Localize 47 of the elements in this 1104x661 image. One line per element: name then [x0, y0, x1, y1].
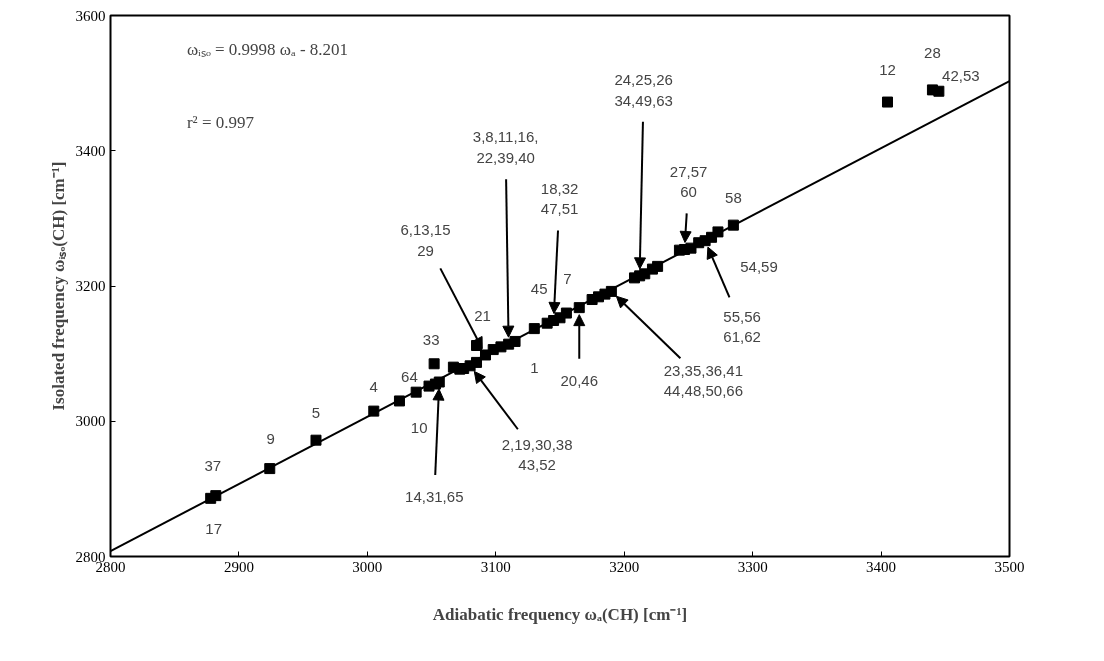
- annotation: 12: [879, 61, 896, 79]
- annotation: 21: [474, 306, 491, 324]
- x-tick-label: 3400: [866, 558, 897, 575]
- point: [881, 96, 893, 108]
- annotation: 2,19,30,38 43,52: [501, 436, 573, 474]
- annotation: 27,57 60: [669, 162, 708, 201]
- annotation: 5: [311, 404, 321, 422]
- x-tick-label: 3000: [352, 558, 383, 575]
- y-tick-label: 3400: [75, 142, 106, 159]
- annotation: 55,56 61,62: [723, 307, 761, 346]
- point: [933, 85, 945, 97]
- annotation: 58: [725, 189, 742, 207]
- y-tick-label: 3000: [75, 413, 106, 430]
- annotation: 1: [530, 358, 539, 376]
- annotation: 10: [410, 419, 428, 437]
- x-tick-label: 3100: [480, 558, 511, 575]
- annotation: 45: [530, 280, 548, 298]
- annotation: r² = 0.997: [186, 112, 255, 132]
- annotation: 23,35,36,41 44,48,50,66: [663, 361, 743, 400]
- y-tick-label: 3200: [75, 278, 106, 294]
- annotation: 6,13,15 29: [400, 221, 451, 259]
- annotation: 17: [205, 520, 223, 538]
- annotation: 54,59: [740, 257, 778, 275]
- x-tick-label: 3500: [994, 558, 1025, 575]
- point: [428, 358, 440, 370]
- annotation: 9: [266, 429, 275, 447]
- annotation: 7: [563, 270, 572, 288]
- annotation: 3,8,11,16, 22,39,40: [472, 128, 539, 166]
- x-tick-label: 3300: [737, 558, 768, 575]
- point: [712, 226, 724, 238]
- annotation: 14,31,65: [405, 488, 464, 506]
- annotation: 64: [401, 367, 418, 385]
- annotation: 20,46: [560, 371, 599, 389]
- annotation: 33: [422, 330, 440, 348]
- annotation: 24,25,26 34,49,63: [614, 71, 673, 109]
- y-axis-title: Isolated frequency ωᵢₛₒ(CH) [cm⁻¹]: [48, 161, 68, 411]
- annotation: 18,32 47,51: [540, 179, 579, 218]
- x-axis-title: Adiabatic frequency ωₐ(CH) [cm⁻¹]: [432, 604, 688, 624]
- annotation: 4: [369, 378, 378, 396]
- annotation: 42,53: [942, 67, 980, 85]
- annotation: 37: [204, 456, 222, 474]
- x-tick-label: 3200: [609, 558, 640, 575]
- y-tick-label: 3600: [75, 7, 106, 24]
- annotation: 28: [924, 43, 941, 61]
- point: [560, 307, 572, 319]
- x-tick-label: 2900: [223, 558, 254, 575]
- annotation: ωᵢₛₒ = 0.9998 ωₐ - 8.201: [186, 39, 349, 59]
